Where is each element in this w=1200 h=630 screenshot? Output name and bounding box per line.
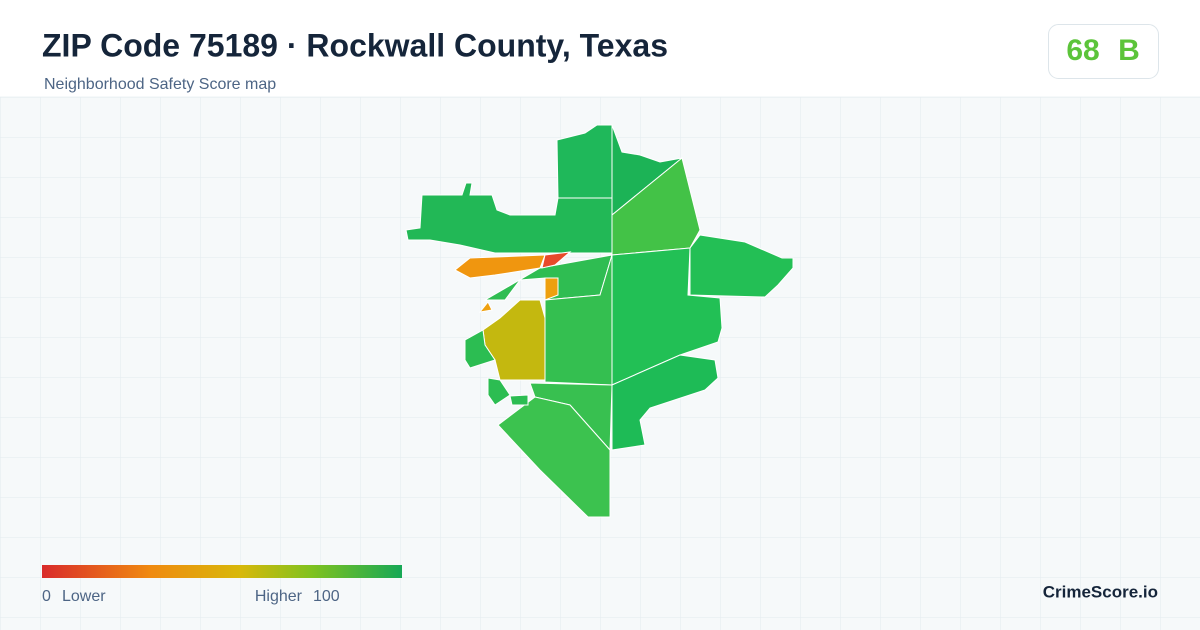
score-grade: B xyxy=(1118,34,1140,67)
map-region xyxy=(611,157,701,256)
map-region xyxy=(497,396,611,518)
map-region xyxy=(478,301,493,313)
map-region xyxy=(541,251,572,269)
map-region xyxy=(464,329,496,369)
map-region xyxy=(689,234,794,298)
map-region xyxy=(454,254,546,279)
map-region xyxy=(611,354,719,451)
map-region xyxy=(544,254,613,386)
header-bg xyxy=(0,0,1200,96)
legend-scale xyxy=(42,565,402,578)
map-region xyxy=(487,377,511,406)
legend-max: 100 xyxy=(313,588,340,605)
score-box xyxy=(1048,24,1159,79)
zip-map xyxy=(405,124,794,518)
title: ZIP Code 75189 · Rockwall County, Texas xyxy=(42,27,668,63)
brand: CrimeScore.io xyxy=(1043,582,1158,601)
map-region xyxy=(544,277,559,301)
legend-min: 0 xyxy=(42,588,51,605)
score-value: 68 xyxy=(1066,34,1099,67)
legend-max-label: Higher xyxy=(255,588,303,605)
map-region xyxy=(509,394,529,406)
legend-min-label: Lower xyxy=(62,588,106,605)
subtitle: Neighborhood Safety Score map xyxy=(44,76,276,93)
